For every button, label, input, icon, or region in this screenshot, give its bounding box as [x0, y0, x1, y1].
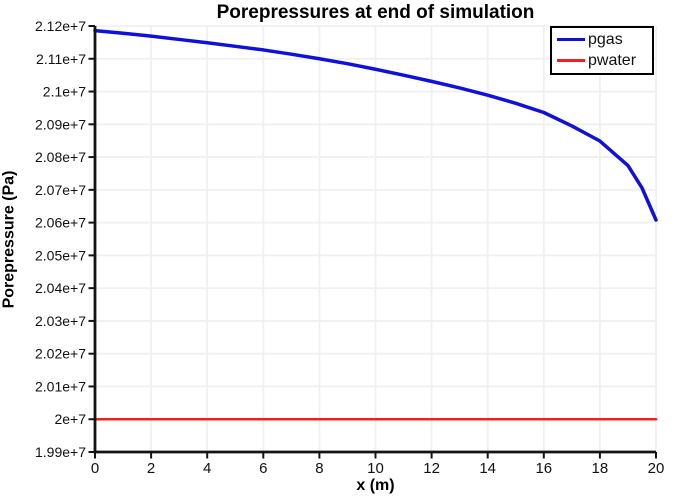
y-tick-label: 2.11e+7 [36, 51, 86, 67]
y-tick-label: 2.1e+7 [43, 84, 86, 100]
x-tick-label: 0 [91, 460, 99, 477]
series-line-pgas [93, 28, 658, 222]
legend-item-pwater: pwater [557, 50, 649, 71]
x-tick-label: 12 [423, 460, 440, 477]
y-tick-label: 2.12e+7 [35, 18, 86, 34]
x-tick-label: 10 [367, 460, 384, 477]
legend: pgas pwater [550, 26, 654, 75]
pwater-line-sample-icon [557, 59, 585, 62]
legend-label-pgas: pgas [588, 30, 623, 48]
y-tick-label: 2.02e+7 [35, 346, 86, 362]
y-tick-label: 2.01e+7 [35, 378, 86, 394]
x-tick-label: 20 [648, 460, 665, 477]
y-tick-label: 2.03e+7 [35, 313, 86, 329]
x-tick-label: 2 [147, 460, 155, 477]
y-tick-label: 1.99e+7 [35, 444, 86, 460]
y-tick-label: 2.08e+7 [35, 149, 86, 165]
y-tick-label: 2.07e+7 [35, 182, 86, 198]
x-tick-label: 6 [259, 460, 267, 477]
x-tick-label: 14 [479, 460, 496, 477]
y-tick-label: 2e+7 [54, 411, 86, 427]
x-tick-label: 4 [203, 460, 211, 477]
pgas-line-sample-icon [557, 37, 585, 42]
x-tick-label: 8 [315, 460, 323, 477]
y-tick-label: 2.05e+7 [35, 247, 86, 263]
y-tick-label: 2.06e+7 [35, 215, 86, 231]
legend-item-pgas: pgas [557, 29, 649, 50]
x-tick-label: 18 [592, 460, 609, 477]
chart-title: Porepressures at end of simulation [216, 2, 535, 23]
x-axis-label: x (m) [356, 477, 395, 494]
y-tick-label: 2.09e+7 [35, 116, 86, 132]
x-tick-label: 16 [535, 460, 552, 477]
legend-label-pwater: pwater [588, 51, 637, 69]
y-tick-label: 2.04e+7 [35, 280, 86, 296]
